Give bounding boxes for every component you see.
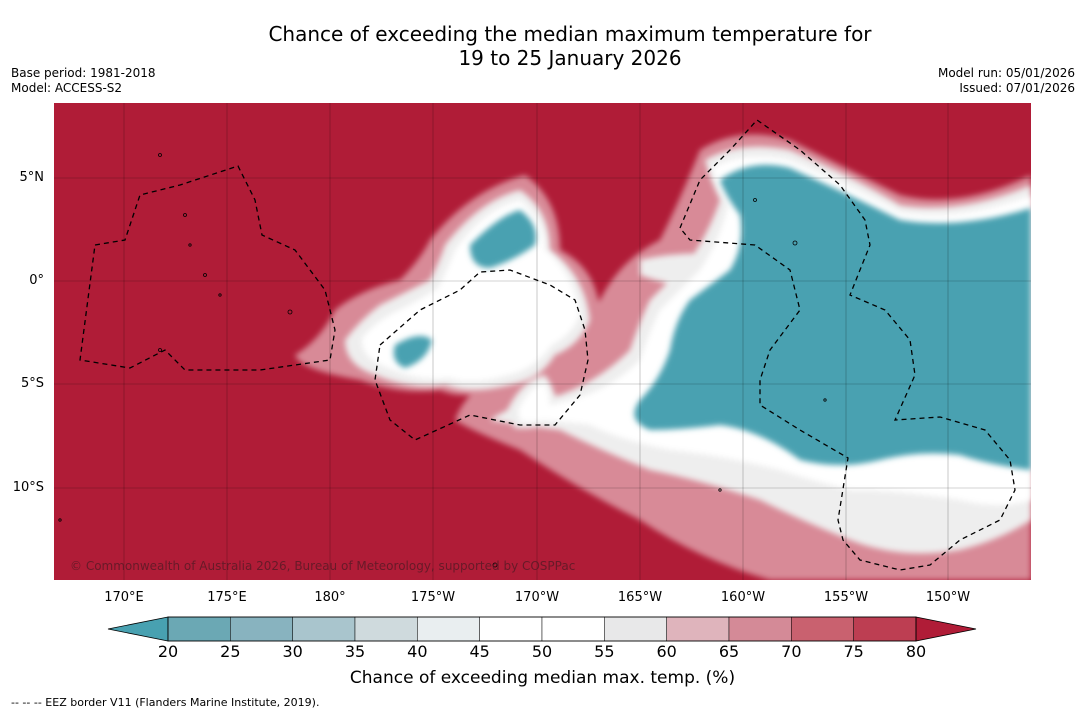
eez-borders [79,119,1016,571]
lon-tick-175w: 175°W [410,590,456,605]
colorbar-label: 45 [469,642,490,661]
colorbar-label: 55 [594,642,615,661]
colorbar-label: 35 [344,642,366,661]
colorbar-label: 50 [531,642,553,661]
colorbar-label: 25 [220,642,241,661]
lat-tick-5s: 5°S [20,376,44,391]
lat-tick-0: 0° [29,273,44,288]
lat-tick-10s: 10°S [12,480,44,495]
lon-tick-160w: 160°W [720,590,766,605]
colorbar-title: Chance of exceeding median max. temp. (%… [349,668,736,688]
colorbar-label: 70 [781,642,802,661]
lon-tick-155w: 155°W [823,590,869,605]
map-title-line-2: 19 to 25 January 2026 [458,46,682,70]
lat-tick-5n: 5°N [19,170,45,185]
lon-tick-165w: 165°W [617,590,663,605]
copyright-text: © Commonwealth of Australia 2026, Bureau… [70,559,575,573]
model-name: Model: ACCESS-S2 [11,81,123,95]
cool-anomaly-zone [393,164,1031,470]
colorbar-label: 30 [282,642,303,661]
colorbar-label: 75 [843,642,864,661]
colorbar-label: 20 [157,642,179,661]
lon-tick-180: 180° [314,590,346,605]
lon-tick-170w: 170°W [514,590,560,605]
lon-tick-170e: 170°E [104,590,144,605]
colorbar-label: 65 [718,642,740,661]
lon-tick-175e: 175°E [207,590,247,605]
map-title-line-1: Chance of exceeding the median maximum t… [268,22,872,46]
colorbar-label: 60 [656,642,677,661]
issued-date: Issued: 07/01/2026 [959,81,1075,95]
base-period: Base period: 1981-2018 [11,66,156,80]
model-run-date: Model run: 05/01/2026 [937,66,1075,80]
eez-legend-text: -- -- -- EEZ border V11 (Flanders Marine… [11,696,320,709]
lon-tick-150w: 150°W [925,590,971,605]
island-outlines [58,153,827,568]
colorbar-label: 40 [407,642,428,661]
graticule [54,103,1031,580]
colorbar-label: 80 [905,642,927,661]
